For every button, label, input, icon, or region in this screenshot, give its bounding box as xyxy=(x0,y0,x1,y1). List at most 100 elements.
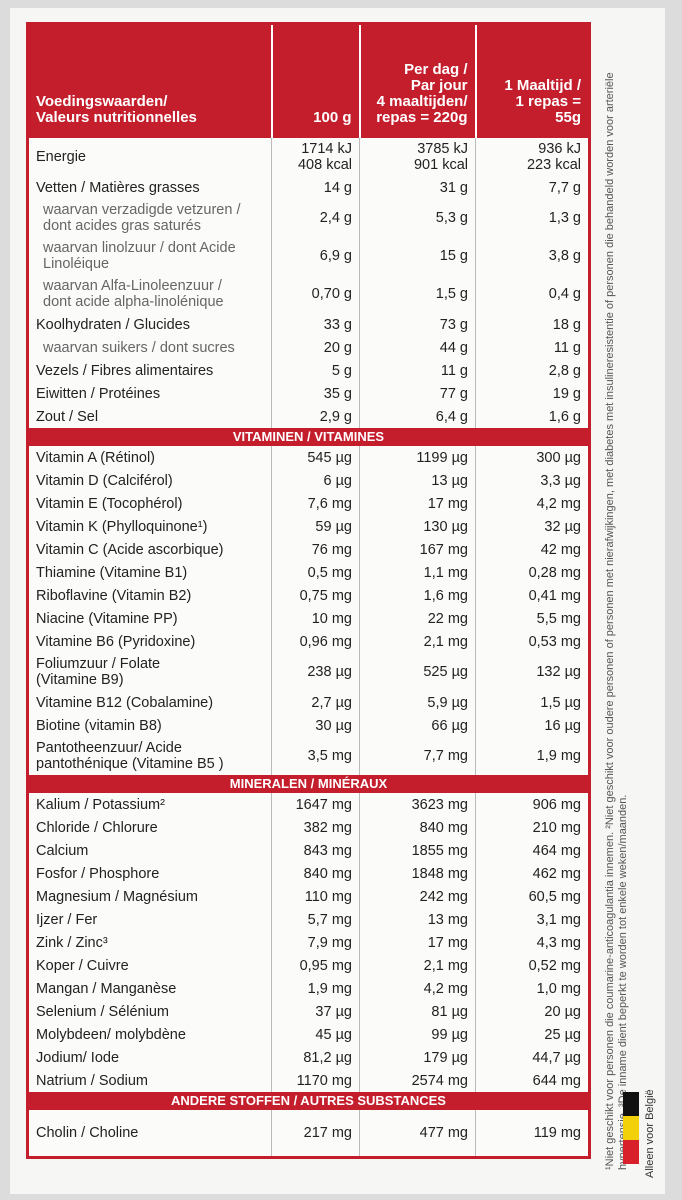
nutrient-label: Natrium / Sodium xyxy=(27,1069,272,1092)
nutrient-value: 42 mg xyxy=(475,538,590,561)
nutrient-value: 644 mg xyxy=(475,1069,590,1092)
nutrient-value: 1199 µg xyxy=(359,446,476,469)
nutrient-value: 130 µg xyxy=(359,515,476,538)
nutrient-value: 843 mg xyxy=(271,839,360,862)
nutrient-label: Koper / Cuivre xyxy=(27,954,272,977)
nutrient-value: 10 mg xyxy=(271,607,360,630)
nutrient-row: Riboflavine (Vitamin B2) 0,75 mg 1,6 mg 0,4… xyxy=(27,584,590,607)
nutrient-row: Mangan / Manganèse 1,9 mg 4,2 mg 1,0 mg xyxy=(27,977,590,1000)
nutrient-value: 17 mg xyxy=(359,931,476,954)
flag-label: Alleen voor België xyxy=(644,1089,656,1178)
nutrient-value: 3,3 µg xyxy=(475,469,590,492)
nutrient-label: Jodium/ Iode xyxy=(27,1046,272,1069)
nutrient-row: Biotine (vitamin B8) 30 µg 66 µg 16 µg xyxy=(27,714,590,737)
nutrient-value: 1647 mg xyxy=(271,793,360,816)
nutrient-value: 7,9 mg xyxy=(271,931,360,954)
nutrient-value: 1,9 mg xyxy=(271,977,360,1000)
nutrient-value: 242 mg xyxy=(359,885,476,908)
nutrient-label: Kalium / Potassium² xyxy=(27,793,272,816)
nutrient-value: 0,5 mg xyxy=(271,561,360,584)
nutrient-value: 13 µg xyxy=(359,469,476,492)
nutrient-label: Zink / Zinc³ xyxy=(27,931,272,954)
nutrient-label: Riboflavine (Vitamin B2) xyxy=(27,584,272,607)
nutrient-label: Chloride / Chlorure xyxy=(27,816,272,839)
nutrient-label: Niacine (Vitamine PP) xyxy=(27,607,272,630)
nutrient-label: Vitamin K (Phylloquinone¹) xyxy=(27,515,272,538)
nutrient-value: 7,6 mg xyxy=(271,492,360,515)
section-title: ANDERE STOFFEN / AUTRES SUBSTANCES xyxy=(27,1092,590,1110)
nutrient-value: 545 µg xyxy=(271,446,360,469)
nutrient-value: 25 µg xyxy=(475,1023,590,1046)
nutrient-value: 382 mg xyxy=(271,816,360,839)
nutrient-row: Vitamin D (Calciférol) 6 µg 13 µg 3,3 µg xyxy=(27,469,590,492)
nutrient-value: 1,5 µg xyxy=(475,691,590,714)
nutrient-value: 37 µg xyxy=(271,1000,360,1023)
nutrient-value: 0,96 mg xyxy=(271,630,360,653)
nutrient-value: 3785 kJ 901 kcal xyxy=(359,138,476,176)
nutrient-value: 0,41 mg xyxy=(475,584,590,607)
nutrient-row: Thiamine (Vitamine B1) 0,5 mg 1,1 mg 0,28 m… xyxy=(27,561,590,584)
nutrient-row: Natrium / Sodium 1170 mg 2574 mg 644 mg xyxy=(27,1069,590,1092)
nutrient-value: 44 g xyxy=(359,336,476,359)
nutrient-value: 1,6 g xyxy=(475,405,590,428)
nutrient-row: Zout / Sel 2,9 g 6,4 g 1,6 g xyxy=(27,405,590,428)
nutrient-value: 1,0 mg xyxy=(475,977,590,1000)
nutrient-value: 110 mg xyxy=(271,885,360,908)
nutrient-row: waarvan Alfa-Linoleenzuur / dont acide a… xyxy=(27,275,590,313)
footnote: ¹Niet geschikt voor personen die coumari… xyxy=(604,72,629,1170)
nutrient-value: 2,1 mg xyxy=(359,630,476,653)
section-title: VITAMINEN / VITAMINES xyxy=(27,428,590,446)
nutrient-label: Ijzer / Fer xyxy=(27,908,272,931)
nutrient-value: 0,70 g xyxy=(271,275,360,313)
nutrient-value: 462 mg xyxy=(475,862,590,885)
nutrient-value: 238 µg xyxy=(271,653,360,691)
nutrient-label: Vitamin D (Calciférol) xyxy=(27,469,272,492)
nutrient-value: 2574 mg xyxy=(359,1069,476,1092)
nutrient-row: Vitamin K (Phylloquinone¹) 59 µg 130 µg 32 … xyxy=(27,515,590,538)
nutrient-value: 31 g xyxy=(359,176,476,199)
column-header: Per dag / Par jour 4 maaltijden/ repas =… xyxy=(358,23,476,138)
nutrient-value: 4,2 mg xyxy=(359,977,476,1000)
belgian-flag xyxy=(623,1092,639,1164)
nutrient-value: 19 g xyxy=(475,382,590,405)
nutrient-value: 77 g xyxy=(359,382,476,405)
nutrient-value: 20 g xyxy=(271,336,360,359)
nutrient-value: 1855 mg xyxy=(359,839,476,862)
nutrient-label: Zout / Sel xyxy=(27,405,272,428)
nutrient-label: Fosfor / Phosphore xyxy=(27,862,272,885)
nutrient-row: Kalium / Potassium² 1647 mg 3623 mg 906 mg xyxy=(27,793,590,816)
nutrient-value: 2,1 mg xyxy=(359,954,476,977)
nutrient-label: Magnesium / Magnésium xyxy=(27,885,272,908)
nutrient-row: Selenium / Sélénium 37 µg 81 µg 20 µg xyxy=(27,1000,590,1023)
nutrient-value: 1,6 mg xyxy=(359,584,476,607)
nutrient-value: 1170 mg xyxy=(271,1069,360,1092)
nutrient-label: Vitamine B12 (Cobalamine) xyxy=(27,691,272,714)
column-header: Voedingswaarden/ Valeurs nutritionnelles xyxy=(26,23,272,138)
nutrient-value: 179 µg xyxy=(359,1046,476,1069)
nutrient-value: 0,75 mg xyxy=(271,584,360,607)
nutrient-value: 6,4 g xyxy=(359,405,476,428)
nutrient-value: 5,3 g xyxy=(359,199,476,237)
section-row: MINERALEN / MINÉRAUX xyxy=(27,775,590,793)
nutrient-row: Vitamin E (Tocophérol) 7,6 mg 17 mg 4,2 mg xyxy=(27,492,590,515)
nutrient-value: 81 µg xyxy=(359,1000,476,1023)
nutrient-row: Pantotheenzuur/ Acide pantothénique (Vit… xyxy=(27,737,590,775)
nutrient-row: Vitamine B6 (Pyridoxine) 0,96 mg 2,1 mg 0,5… xyxy=(27,630,590,653)
nutrient-value: 3,5 mg xyxy=(271,737,360,775)
section-row: ANDERE STOFFEN / AUTRES SUBSTANCES xyxy=(27,1092,590,1110)
nutrient-label: Mangan / Manganèse xyxy=(27,977,272,1000)
nutrient-value: 59 µg xyxy=(271,515,360,538)
nutrient-label: waarvan Alfa-Linoleenzuur / dont acide a… xyxy=(27,275,272,313)
nutrient-value: 16 µg xyxy=(475,714,590,737)
nutrient-label: waarvan verzadigde vetzuren / dont acide… xyxy=(27,199,272,237)
nutrient-label: Biotine (vitamin B8) xyxy=(27,714,272,737)
nutrient-value: 4,2 mg xyxy=(475,492,590,515)
nutrient-row: waarvan linolzuur / dont Acide Linoléiqu… xyxy=(27,237,590,275)
nutrient-row: Niacine (Vitamine PP) 10 mg 22 mg 5,5 mg xyxy=(27,607,590,630)
nutrient-value: 1,5 g xyxy=(359,275,476,313)
nutrient-row: Vitamin A (Rétinol) 545 µg 1199 µg 300 µg xyxy=(27,446,590,469)
nutrient-row: Vitamin C (Acide ascorbique) 76 mg 167 mg 4… xyxy=(27,538,590,561)
nutrient-label: Selenium / Sélénium xyxy=(27,1000,272,1023)
nutrient-value: 2,8 g xyxy=(475,359,590,382)
nutrient-value: 18 g xyxy=(475,313,590,336)
